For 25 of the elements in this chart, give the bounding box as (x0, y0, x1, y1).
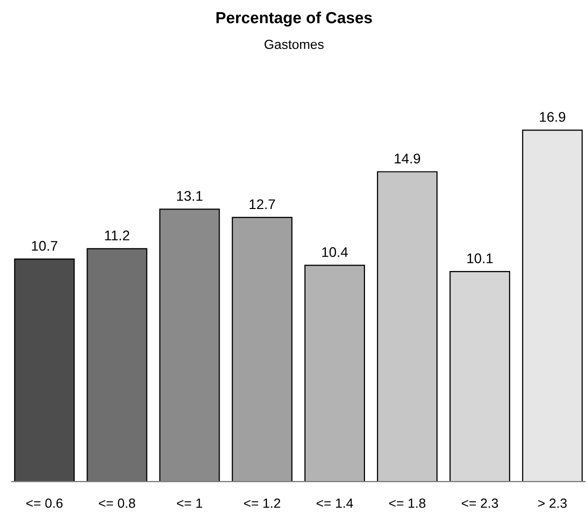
x-tick-label: <= 0.6 (26, 498, 63, 508)
bar (159, 208, 220, 482)
data-label: 10.1 (467, 253, 493, 264)
data-label: 14.9 (394, 154, 420, 164)
data-label: 13.1 (177, 191, 202, 201)
x-tick-label: <= 1.8 (389, 498, 426, 508)
data-label: 10.4 (322, 247, 348, 258)
bar (304, 264, 366, 482)
data-label: 12.7 (250, 199, 275, 210)
x-tick-label: <= 1 (177, 498, 202, 508)
chart-title: Percentage of Cases (216, 12, 372, 27)
chart-subtitle: Gastomes (264, 40, 324, 50)
data-label: 11.2 (105, 230, 130, 240)
data-label: 10.7 (32, 240, 58, 251)
bar (14, 258, 75, 482)
x-tick-label: <= 1.2 (244, 498, 280, 508)
x-tick-label: <= 2.3 (462, 498, 498, 508)
x-tick-label: <= 1.4 (316, 498, 354, 508)
bar (450, 270, 510, 482)
data-label: 16.9 (540, 112, 566, 122)
bar (232, 216, 292, 482)
x-tick-label: > 2.3 (538, 498, 567, 508)
bar (522, 130, 583, 482)
x-tick-label: <= 0.8 (98, 498, 136, 508)
bar (376, 171, 438, 482)
